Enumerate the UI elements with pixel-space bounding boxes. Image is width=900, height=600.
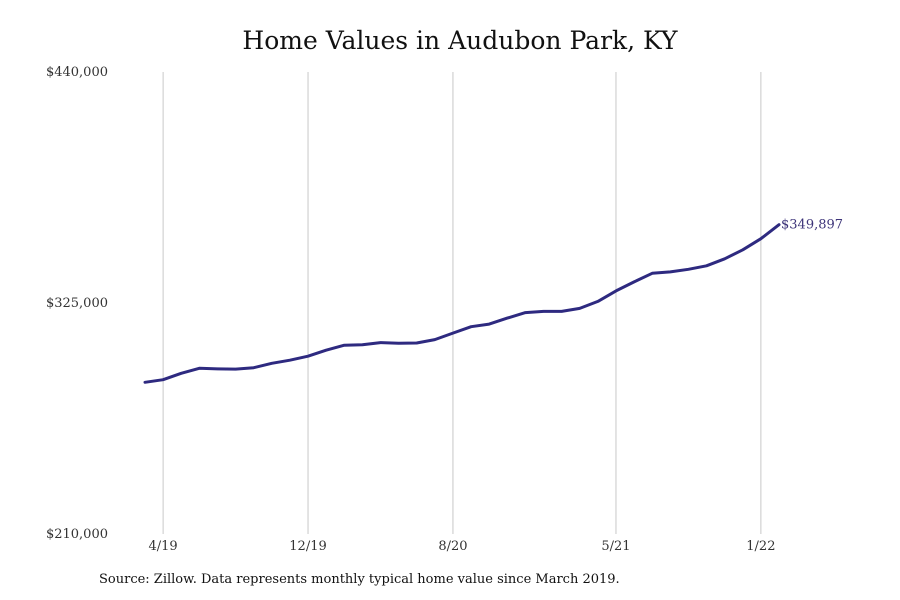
x-tick-label: 8/20 [438,539,467,554]
y-tick-label: $440,000 [46,65,108,80]
gridlines [162,72,762,534]
series-line [143,223,781,384]
x-tick-label: 12/19 [289,539,326,554]
y-axis: $440,000 $325,000 $210,000 [46,65,108,542]
x-tick-label: 1/22 [746,539,775,554]
x-tick-label: 5/21 [601,539,630,554]
x-tick-label: 4/19 [149,539,178,554]
end-value-label: $349,897 [781,218,843,233]
x-axis: 4/19 12/19 8/20 5/21 1/22 [149,539,776,554]
y-tick-label: $210,000 [46,527,108,542]
chart-title: Home Values in Audubon Park, KY [242,26,678,55]
y-tick-label: $325,000 [46,296,108,311]
source-note: Source: Zillow. Data represents monthly … [99,572,620,587]
